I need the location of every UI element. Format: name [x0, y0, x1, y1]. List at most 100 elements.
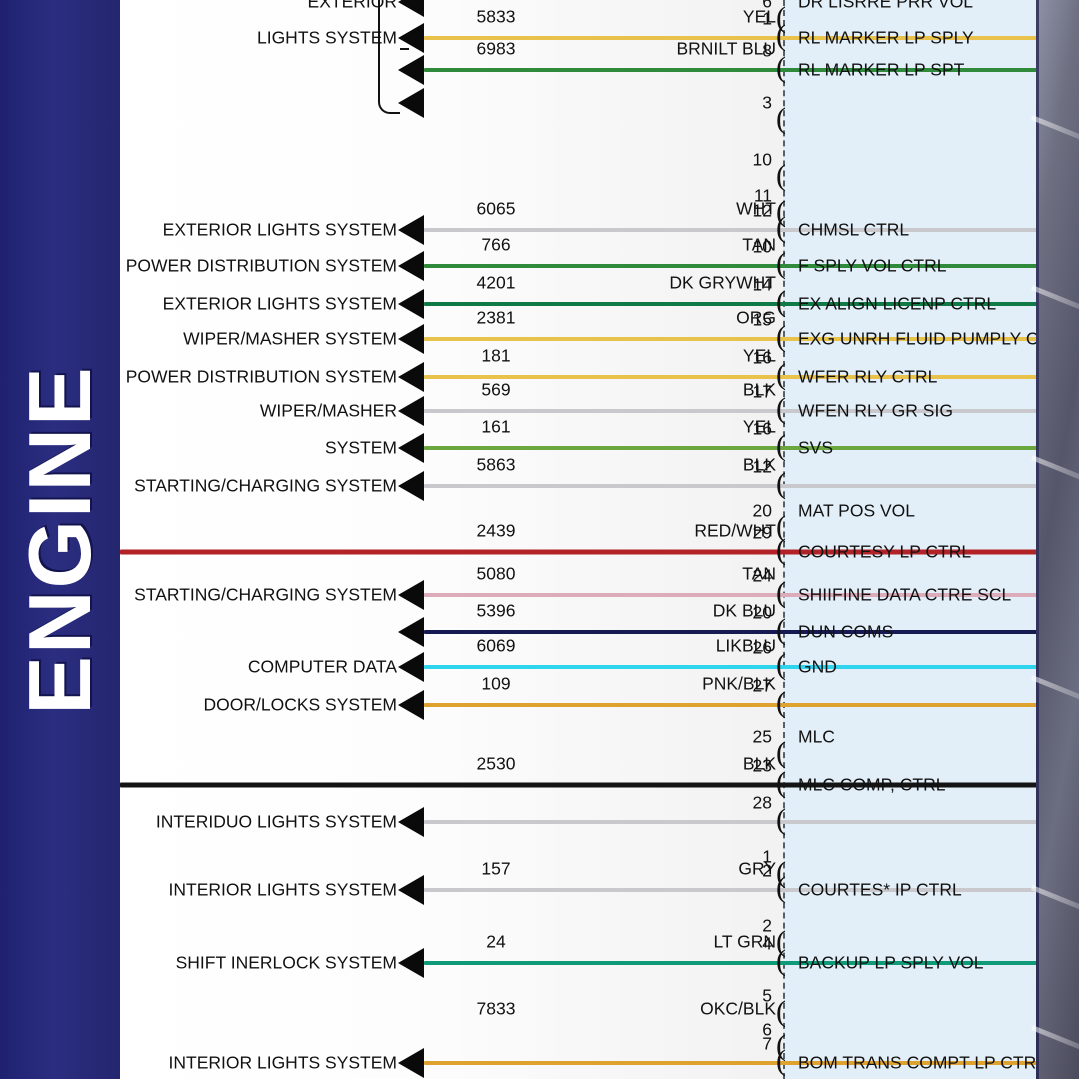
arrow-left-icon: [398, 1048, 424, 1078]
pin-terminal-icon: (: [776, 1, 786, 34]
pin-number: 29: [752, 522, 772, 543]
pin-terminal-icon: (: [776, 429, 786, 462]
system-label: STARTING/CHARGING SYSTEM: [134, 475, 397, 496]
pin-number: 26: [752, 637, 772, 658]
circuit-description: EXG UNRH FLUID PUMPLY CTRL: [798, 328, 1072, 349]
wire-line: [424, 68, 1043, 72]
wire-line: [424, 961, 1043, 965]
pin-number: 28: [752, 792, 772, 813]
system-label: EXTERIOR: [307, 0, 397, 12]
pin-number: 1: [762, 846, 772, 867]
wire-number: 5396: [476, 600, 516, 621]
wire-line: [424, 703, 1043, 707]
arrow-left-icon: [398, 652, 424, 682]
arrow-left-icon: [398, 324, 424, 354]
circuit-description: SVS: [798, 437, 834, 458]
pin-number: 1: [762, 8, 772, 29]
circuit-description: DR LISRRE PRR VOL: [798, 0, 974, 12]
pin-terminal-icon: (: [776, 944, 786, 977]
circuit-description: COURTESY LP CTRL: [798, 541, 972, 562]
wire-line: [424, 665, 1043, 669]
circuit-description: DUN COMS: [798, 621, 894, 642]
wire-line: [424, 264, 1043, 268]
pin-terminal-icon: (: [776, 285, 786, 318]
pin-number: 6: [762, 1019, 772, 1040]
arrow-left-icon: [398, 251, 424, 281]
arrow-left-icon: [398, 289, 424, 319]
pin-terminal-icon: (: [776, 510, 786, 543]
circuit-description: BOM TRANS COMPT LP CTRL: [798, 1052, 1046, 1073]
pin-terminal-icon: (: [776, 533, 786, 566]
system-label: POWER DISTRIBUTION SYSTEM: [125, 366, 397, 387]
wire-line: [120, 782, 1043, 788]
wire-line: [424, 375, 1043, 379]
circuit-description: F SPLY VOL CTRL: [798, 255, 947, 276]
pin-number: 16: [752, 418, 772, 439]
arrow-left-icon: [398, 55, 424, 85]
wire-color-code: LIKBLU: [715, 635, 776, 656]
circuit-description: RL MARKER LP SPLY: [798, 27, 974, 48]
system-label: LIGHTS SYSTEM: [256, 27, 397, 48]
pin-number: 16: [752, 347, 772, 368]
wire-number: 109: [481, 673, 511, 694]
pin-terminal-icon: (: [776, 995, 786, 1028]
wire-color-code: DK GRYWHT: [669, 272, 776, 293]
pin-number: 23: [752, 755, 772, 776]
wire-color-code: LT GRN: [713, 931, 776, 952]
system-label: EXTERIOR LIGHTS SYSTEM: [162, 219, 397, 240]
wire-line: [424, 446, 1043, 450]
pin-terminal-icon: (: [776, 247, 786, 280]
wire-number: 5080: [476, 563, 516, 584]
pin-number: 7: [762, 1033, 772, 1054]
wire-line: [424, 888, 1043, 892]
group-brace: [378, 0, 409, 114]
pin-terminal-icon: (: [776, 576, 786, 609]
wire-number: 6065: [476, 198, 516, 219]
wire-line: [424, 484, 1043, 488]
wire-number: 181: [481, 345, 511, 366]
wire-color-code: YEL: [742, 416, 776, 437]
system-label: INTERIOR LIGHTS SYSTEM: [168, 1052, 398, 1073]
wire-color-code: TAN: [742, 563, 776, 584]
pin-number: 11: [753, 185, 772, 206]
pin-terminal-icon: (: [776, 803, 786, 836]
arrow-left-icon: [398, 948, 424, 978]
system-label: INTERIOR LIGHTS SYSTEM: [168, 879, 398, 900]
wire-number: 5863: [476, 454, 516, 475]
circuit-description: MAT POS VOL: [798, 500, 916, 521]
section-tab-engine: ENGINE: [0, 0, 123, 1079]
wire-line: [424, 302, 1043, 306]
wire-line: [424, 228, 1043, 232]
wire-color-code: YEL: [742, 345, 776, 366]
pin-terminal-icon: (: [776, 320, 786, 353]
pin-number: 27: [752, 675, 772, 696]
pin-number: 12: [752, 456, 772, 477]
arrow-left-icon: [398, 690, 424, 720]
wire-color-code: BLK: [742, 454, 776, 475]
sheet-edge-seam: [1036, 0, 1039, 1079]
arrow-left-icon: [398, 580, 424, 610]
wire-number: 4201: [476, 272, 516, 293]
pin-number: 17: [752, 381, 772, 402]
pin-number: 5: [762, 985, 772, 1006]
wire-color-code: GRY: [738, 858, 776, 879]
arrow-left-icon: [398, 617, 424, 647]
pin-terminal-icon: (: [776, 19, 786, 52]
wire-color-code: DK BLU: [712, 600, 776, 621]
system-label: WIPER/MASHER: [259, 400, 397, 421]
arrow-left-icon: [398, 875, 424, 905]
pin-terminal-icon: (: [776, 856, 786, 889]
pin-number: 3: [762, 92, 772, 113]
circuit-description: GND: [798, 656, 837, 677]
wire-number: 2439: [476, 520, 516, 541]
system-label: DOOR/LOCKS SYSTEM: [203, 694, 397, 715]
wire-number: 24: [486, 931, 506, 952]
system-label: POWER DISTRIBUTION SYSTEM: [125, 255, 397, 276]
pin-terminal-icon: (: [776, 211, 786, 244]
arrow-left-icon: [398, 23, 424, 53]
pin-number: 15: [752, 309, 772, 330]
arrow-left-icon: [398, 471, 424, 501]
circuit-description: BACKUP LP SPLY VOL: [798, 952, 984, 973]
pin-number: 8: [762, 40, 772, 61]
